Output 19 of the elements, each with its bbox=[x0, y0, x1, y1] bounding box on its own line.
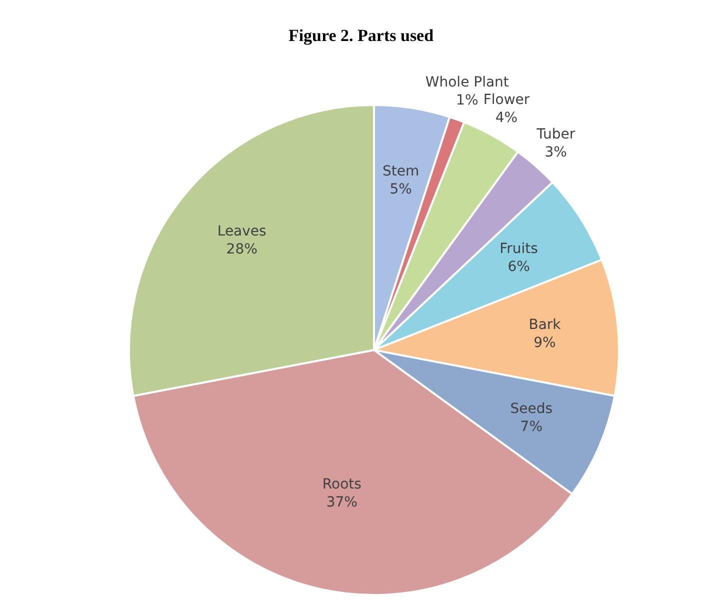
slice-label: Flower bbox=[483, 92, 530, 108]
data-label: 4% bbox=[495, 110, 518, 126]
slice-label: Bark bbox=[528, 316, 562, 333]
data-label: 6% bbox=[508, 259, 530, 276]
slice-label: Whole Plant bbox=[425, 74, 510, 90]
slice-label: Seeds bbox=[510, 401, 553, 418]
slice-label: Tuber bbox=[536, 126, 576, 143]
slice-label: Fruits bbox=[500, 241, 538, 258]
data-label: 28% bbox=[226, 242, 258, 258]
slice-label: Leaves bbox=[217, 224, 266, 240]
data-label: 37% bbox=[326, 494, 358, 510]
data-label: 9% bbox=[534, 334, 556, 351]
slice-label: Stem bbox=[382, 164, 420, 180]
chart-title: Figure 2. Parts used bbox=[288, 26, 434, 45]
data-label: 1% bbox=[456, 92, 478, 108]
data-label: 3% bbox=[544, 144, 567, 161]
slice-label: Roots bbox=[322, 476, 362, 492]
data-label: 5% bbox=[390, 182, 412, 198]
data-label: 7% bbox=[520, 419, 543, 436]
